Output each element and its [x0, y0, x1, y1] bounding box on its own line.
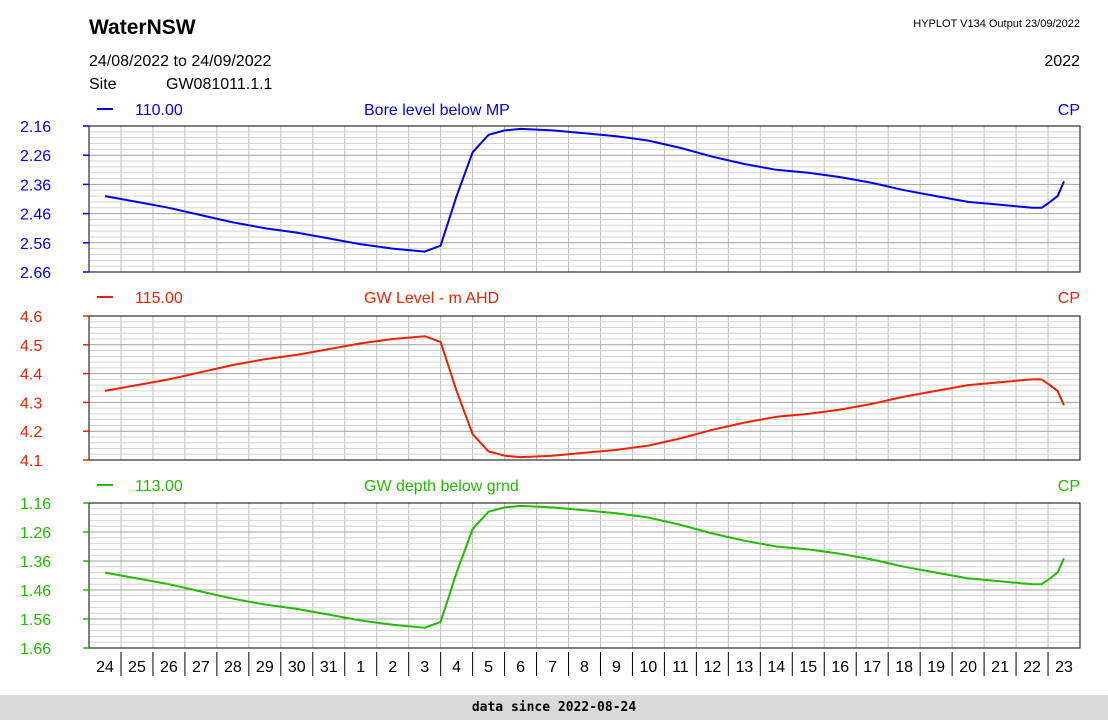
year-label: 2022 — [1044, 53, 1080, 70]
series-line — [104, 127, 1065, 253]
y-tick-label: 1.56 — [20, 612, 51, 629]
hydrograph-chart: 2.16 2.26 2.36 2.46 2.56 2.66 110.00 Bore level… — [20, 102, 1081, 676]
y-tick-label: 1.46 — [20, 583, 51, 600]
x-tick-label: 4 — [452, 659, 461, 676]
x-tick-label: 13 — [735, 659, 753, 676]
x-tick-label: 24 — [96, 659, 114, 676]
date-period: 24/08/2022 to 24/09/2022 — [89, 53, 272, 70]
x-tick-label: 25 — [128, 659, 146, 676]
series-title: Bore level below MP — [364, 102, 510, 119]
x-tick-label: 3 — [420, 659, 429, 676]
series-title: GW Level - m AHD — [364, 290, 499, 307]
site-label: Site — [89, 76, 117, 93]
series-code: 115.00 — [135, 290, 183, 307]
x-tick-label: 2 — [388, 659, 397, 676]
x-tick-label: 14 — [767, 659, 785, 676]
series-right-label: CP — [1058, 102, 1080, 119]
series-title: GW depth below grnd — [364, 478, 519, 495]
series-right-label: CP — [1058, 478, 1080, 495]
x-tick-label: 7 — [548, 659, 557, 676]
y-tick-label: 1.66 — [20, 641, 51, 658]
series-line — [104, 504, 1065, 629]
x-tick-label: 21 — [991, 659, 1009, 676]
x-tick-label: 11 — [672, 659, 689, 676]
panel-frame — [88, 315, 1081, 461]
series-code: 110.00 — [135, 102, 183, 119]
x-tick-label: 6 — [516, 659, 525, 676]
series-code: 113.00 — [135, 478, 183, 495]
x-tick-label: 16 — [831, 659, 849, 676]
x-tick-label: 18 — [895, 659, 913, 676]
version-output-label: HYPLOT V134 Output 23/09/2022 — [913, 18, 1080, 30]
series-right-label: CP — [1058, 290, 1080, 307]
x-tick-label: 17 — [863, 659, 881, 676]
x-tick-label: 10 — [640, 659, 658, 676]
series-line — [104, 335, 1065, 459]
x-tick-label: 28 — [224, 659, 242, 676]
y-tick-label: 1.36 — [20, 554, 51, 571]
x-tick-label: 20 — [959, 659, 977, 676]
x-tick-label: 12 — [703, 659, 721, 676]
y-tick-label: 4.3 — [20, 395, 42, 412]
panel-frame — [88, 125, 1081, 273]
y-tick-label: 1.16 — [20, 496, 51, 513]
x-tick-label: 31 — [320, 659, 338, 676]
x-tick-label: 22 — [1023, 659, 1041, 676]
x-tick-label: 15 — [799, 659, 817, 676]
y-tick-label: 2.56 — [20, 236, 51, 253]
x-tick-label: 30 — [288, 659, 306, 676]
x-tick-label: 26 — [160, 659, 178, 676]
x-tick-label: 23 — [1055, 659, 1073, 676]
site-id: GW081011.1.1 — [166, 76, 273, 93]
y-tick-label: 1.26 — [20, 525, 51, 542]
y-tick-label: 2.26 — [20, 148, 51, 165]
y-tick-label: 4.1 — [20, 453, 42, 470]
footer-note: data since 2022-08-24 — [0, 695, 1108, 720]
x-tick-label: 19 — [927, 659, 945, 676]
x-tick-label: 1 — [356, 659, 365, 676]
x-tick-label: 9 — [612, 659, 621, 676]
x-tick-label: 5 — [484, 659, 493, 676]
y-tick-label: 2.16 — [20, 119, 51, 136]
y-tick-label: 4.6 — [20, 309, 42, 326]
y-tick-label: 2.46 — [20, 207, 51, 224]
y-tick-label: 4.2 — [20, 424, 42, 441]
panel-frame — [88, 502, 1081, 649]
brand-title: WaterNSW — [89, 16, 196, 39]
x-tick-label: 29 — [256, 659, 274, 676]
y-tick-label: 2.36 — [20, 177, 51, 194]
y-tick-label: 2.66 — [20, 265, 51, 282]
y-tick-label: 4.5 — [20, 338, 42, 355]
x-tick-label: 27 — [192, 659, 210, 676]
y-tick-label: 4.4 — [20, 367, 42, 384]
x-tick-label: 8 — [580, 659, 589, 676]
